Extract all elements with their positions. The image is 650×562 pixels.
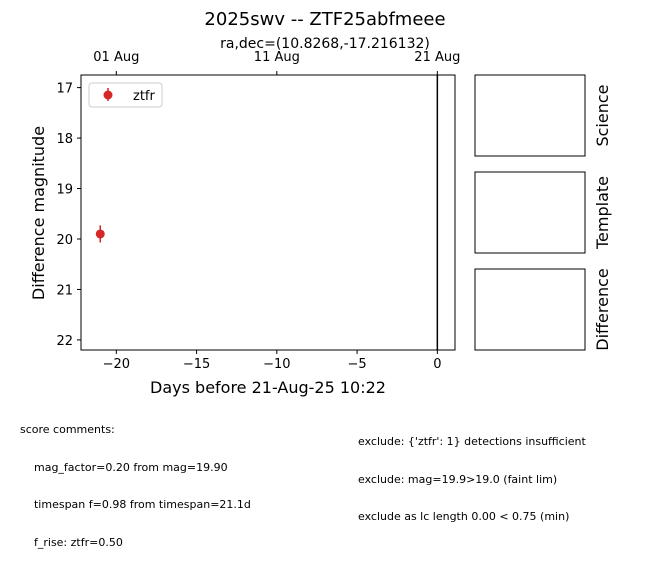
top-tick-label: 01 Aug xyxy=(93,50,139,65)
y-axis-label: Difference magnitude xyxy=(29,126,48,300)
x-tick-label: 0 xyxy=(433,357,441,372)
comment-line: exclude as lc length 0.00 < 0.75 (min) xyxy=(358,510,570,523)
comment-line: f_rise: ztfr=0.50 xyxy=(20,535,123,549)
chart-title: 2025swv -- ZTF25abfmeee xyxy=(204,9,445,30)
top-tick-label: 21 Aug xyxy=(414,50,460,65)
y-tick-label: 19 xyxy=(56,183,73,198)
score-comments: score comments: mag_factor=0.20 from mag… xyxy=(20,399,251,562)
comment-line: score comments: xyxy=(20,423,115,436)
legend-marker xyxy=(103,90,113,100)
y-tick-label: 22 xyxy=(56,334,73,349)
chart-subtitle: ra,dec=(10.8268,-17.216132) xyxy=(220,36,430,52)
comment-line: timespan f=0.98 from timespan=21.1d xyxy=(20,498,251,511)
legend: ztfr xyxy=(88,82,163,108)
data-point xyxy=(95,229,105,239)
side-panels: Science Template Difference xyxy=(474,74,612,351)
cutout-panel-template xyxy=(474,171,586,254)
x-tick-label: −10 xyxy=(263,357,290,372)
exclude-comments: exclude: {'ztfr': 1} detections insuffic… xyxy=(358,411,586,536)
cutout-label: Science xyxy=(593,84,612,146)
x-tick-label: −5 xyxy=(347,357,366,372)
y-tick-label: 21 xyxy=(56,283,73,298)
comment-line: exclude: {'ztfr': 1} detections insuffic… xyxy=(358,435,586,448)
cutout-label: Template xyxy=(593,176,612,250)
comment-line: exclude: mag=19.9>19.0 (faint lim) xyxy=(358,472,558,486)
top-tick-label: 11 Aug xyxy=(254,50,300,65)
x-tick-label: −15 xyxy=(183,357,210,372)
axes-frame xyxy=(80,74,456,351)
plot-area: −20 −15 −10 −5 0 17 18 19 20 21 22 01 Aug 11 Aug 21 A… xyxy=(56,50,460,372)
legend-label: ztfr xyxy=(133,89,155,104)
figure: 2025swv -- ZTF25abfmeee ra,dec=(10.8268,… xyxy=(29,9,612,397)
x-tick-label: −20 xyxy=(103,357,130,372)
cutout-label: Difference xyxy=(593,268,612,350)
cutout-panel-science xyxy=(474,74,586,157)
y-tick-label: 20 xyxy=(56,233,73,248)
x-axis-label: Days before 21-Aug-25 10:22 xyxy=(150,378,386,397)
y-tick-label: 18 xyxy=(56,132,73,147)
cutout-panel-difference xyxy=(474,268,586,351)
y-tick-label: 17 xyxy=(56,82,73,97)
comment-line: mag_factor=0.20 from mag=19.90 xyxy=(20,460,228,474)
